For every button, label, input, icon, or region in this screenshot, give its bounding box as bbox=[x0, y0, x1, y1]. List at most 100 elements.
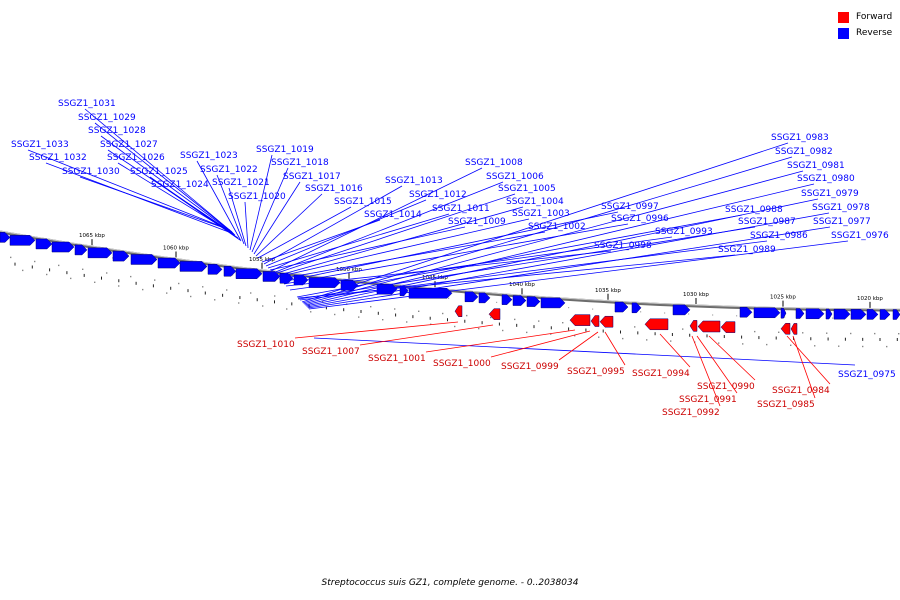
reverse-gene bbox=[825, 308, 833, 320]
forward-gene bbox=[590, 315, 600, 327]
reverse-gene bbox=[753, 307, 781, 319]
gene-label-reverse: SSGZ1_0983 bbox=[771, 133, 829, 143]
gene-leader-line bbox=[297, 254, 736, 299]
gene-leader-line bbox=[269, 226, 466, 271]
gene-leader-line bbox=[273, 193, 516, 275]
reverse-gene bbox=[51, 241, 75, 253]
reverse-gene bbox=[512, 295, 527, 306]
guide-dot bbox=[46, 273, 48, 276]
reverse-gene bbox=[866, 309, 879, 320]
guide-dot bbox=[826, 332, 828, 334]
guide-dot bbox=[574, 335, 576, 337]
forward-gene bbox=[780, 322, 791, 335]
guide-dot bbox=[838, 345, 840, 347]
gene-leader-line bbox=[285, 250, 612, 287]
guide-dot bbox=[712, 314, 714, 316]
guide-dot bbox=[262, 305, 264, 307]
guide-dot bbox=[790, 344, 792, 346]
gene-leader-line bbox=[270, 167, 483, 272]
gene-leader-line bbox=[303, 170, 804, 305]
guide-dot bbox=[490, 316, 492, 319]
gene-label-reverse: SSGZ1_1031 bbox=[58, 99, 116, 109]
gene-label-reverse: SSGZ1_1016 bbox=[305, 184, 363, 194]
guide-dot bbox=[736, 315, 738, 317]
gene-leader-line bbox=[263, 185, 403, 265]
gene-label-reverse: SSGZ1_1004 bbox=[506, 197, 564, 207]
gene-leader-line bbox=[425, 329, 576, 353]
guide-dot bbox=[886, 345, 888, 348]
gene-label-reverse: SSGZ1_0979 bbox=[801, 189, 859, 199]
guide-dot bbox=[850, 332, 852, 335]
guide-dot bbox=[286, 308, 288, 310]
gene-leader-line bbox=[305, 198, 819, 307]
gene-leader-line bbox=[708, 335, 756, 381]
gene-leader-line bbox=[307, 226, 831, 309]
guide-dot bbox=[514, 318, 516, 321]
gene-leader-line bbox=[255, 193, 323, 257]
guide-dot bbox=[550, 333, 552, 335]
guide-dot bbox=[370, 306, 372, 308]
forward-gene bbox=[488, 308, 501, 320]
reverse-gene bbox=[614, 301, 629, 313]
guide-dot bbox=[58, 264, 60, 267]
guide-dot bbox=[874, 332, 876, 335]
legend-item-reverse: Reverse bbox=[838, 25, 892, 41]
scale-tick-label: 1020 kbp bbox=[857, 296, 883, 302]
forward-gene bbox=[697, 320, 721, 333]
gene-leader-line bbox=[304, 183, 815, 306]
guide-dot bbox=[226, 289, 228, 291]
gene-leader-line bbox=[691, 335, 721, 407]
gene-label-reverse: SSGZ1_1028 bbox=[88, 126, 146, 136]
reverse-gene bbox=[780, 307, 787, 319]
gene-leader-line bbox=[265, 199, 427, 267]
forward-gene bbox=[644, 318, 669, 331]
gene-leader-line bbox=[251, 167, 289, 253]
gene-label-forward: SSGZ1_0995 bbox=[567, 367, 625, 377]
reverse-gene bbox=[739, 306, 753, 318]
gene-label-reverse: SSGZ1_1022 bbox=[200, 165, 258, 175]
guide-dot bbox=[784, 316, 786, 318]
gene-leader-line bbox=[249, 154, 273, 251]
guide-dot bbox=[238, 302, 240, 304]
reverse-gene bbox=[223, 266, 237, 277]
gene-label-reverse: SSGZ1_1006 bbox=[486, 172, 544, 182]
gene-label-reverse: SSGZ1_0998 bbox=[594, 241, 652, 251]
reverse-gene bbox=[501, 294, 513, 305]
gene-label-reverse: SSGZ1_1033 bbox=[11, 140, 69, 150]
scale-tick-label: 1055 kbp bbox=[249, 257, 275, 263]
gene-leader-line bbox=[296, 214, 743, 298]
gene-label-reverse: SSGZ1_1027 bbox=[100, 140, 158, 150]
gene-label-reverse: SSGZ1_1023 bbox=[180, 151, 238, 161]
reverse-gene bbox=[35, 238, 53, 250]
gene-label-forward: SSGZ1_0990 bbox=[697, 382, 755, 392]
gene-leader-line bbox=[306, 212, 830, 308]
gene-label-reverse: SSGZ1_0989 bbox=[718, 245, 776, 255]
gene-leader-line bbox=[275, 206, 524, 277]
scale-tick-label: 1030 kbp bbox=[683, 292, 709, 298]
gene-leader-line bbox=[313, 337, 856, 366]
gene-label-reverse: SSGZ1_1012 bbox=[409, 190, 467, 200]
forward-gene bbox=[720, 321, 736, 333]
gene-label-reverse: SSGZ1_0977 bbox=[813, 217, 871, 227]
gene-leader-line bbox=[79, 176, 231, 231]
gene-label-forward: SSGZ1_0999 bbox=[501, 362, 559, 372]
gene-leader-line bbox=[267, 213, 450, 269]
forward-gene bbox=[454, 305, 463, 317]
guide-dot bbox=[382, 319, 384, 321]
gene-label-reverse: SSGZ1_0997 bbox=[601, 202, 659, 212]
gene-leader-line bbox=[84, 108, 233, 233]
guide-dot bbox=[34, 260, 36, 263]
gene-leader-line bbox=[276, 218, 530, 278]
gene-label-reverse: SSGZ1_1019 bbox=[256, 145, 314, 155]
guide-dot bbox=[94, 281, 96, 283]
genome-backbone bbox=[0, 230, 900, 312]
guide-dot bbox=[670, 340, 672, 342]
guide-dot bbox=[178, 282, 180, 285]
gene-label-reverse: SSGZ1_1009 bbox=[448, 217, 506, 227]
guide-dot bbox=[598, 336, 600, 338]
guide-dot bbox=[496, 301, 498, 303]
forward-gene bbox=[689, 320, 698, 332]
guide-dot bbox=[334, 313, 336, 316]
gene-leader-line bbox=[167, 189, 241, 241]
guide-dot bbox=[526, 331, 528, 334]
